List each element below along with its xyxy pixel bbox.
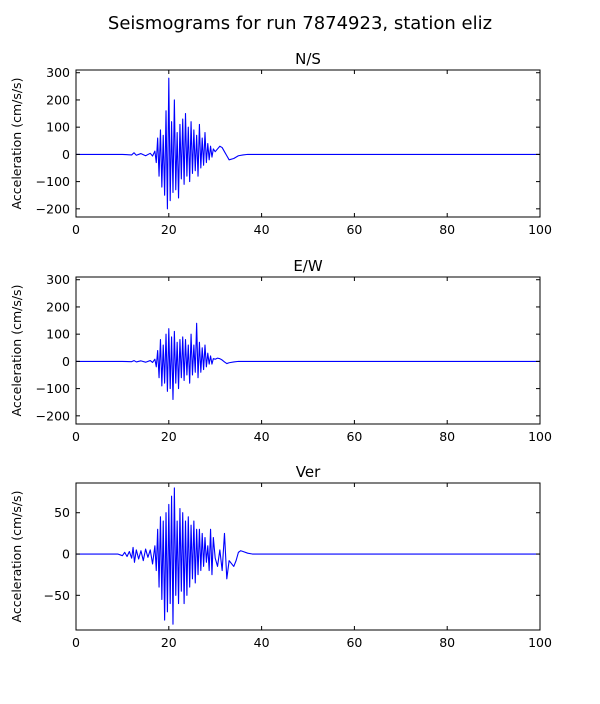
y-tick-label: 300: [46, 65, 70, 80]
x-tick-label: 60: [346, 635, 362, 650]
x-tick-label: 80: [439, 635, 455, 650]
subplot-title: N/S: [295, 50, 321, 68]
series-line: [76, 487, 540, 625]
x-tick-label: 80: [439, 222, 455, 237]
series-line: [76, 77, 540, 210]
series-line: [76, 322, 540, 401]
x-tick-label: 60: [346, 222, 362, 237]
x-tick-label: 100: [528, 429, 552, 444]
subplot-1: N/S Acceleration (cm/s/s) 0 20 40 60 80 100 −200…: [9, 50, 552, 237]
subplot-2: E/W Acceleration (cm/s/s) 0 20 40 60 80 100 −200…: [9, 257, 552, 444]
y-tick-label: 300: [46, 272, 70, 287]
y-tick-label: 200: [46, 92, 70, 107]
figure-title: Seismograms for run 7874923, station eli…: [108, 13, 492, 34]
y-tick-label: −100: [36, 381, 70, 396]
axes-frame: [75, 69, 541, 218]
y-tick-label: 0: [62, 547, 70, 562]
y-tick-label: 200: [46, 299, 70, 314]
axes-frame: [75, 276, 541, 425]
x-tick-label: 100: [528, 635, 552, 650]
subplot-title: E/W: [293, 257, 323, 275]
x-tick-label: 20: [161, 429, 177, 444]
y-tick-label: 100: [46, 120, 70, 135]
subplot-3: Ver Acceleration (cm/s/s) 0 20 40 60 80 100 −50 0…: [9, 463, 552, 650]
x-tick-label: 100: [528, 222, 552, 237]
y-axis-label: Acceleration (cm/s/s): [9, 78, 24, 210]
x-tick-label: 0: [72, 635, 80, 650]
x-tick-label: 40: [254, 429, 270, 444]
x-tick-label: 0: [72, 222, 80, 237]
subplot-title: Ver: [296, 463, 321, 481]
y-tick-label: −100: [36, 174, 70, 189]
y-tick-label: 0: [62, 354, 70, 369]
y-tick-label: 100: [46, 327, 70, 342]
y-tick-label: −50: [44, 588, 70, 603]
y-tick-label: −200: [36, 201, 70, 216]
x-tick-label: 80: [439, 429, 455, 444]
x-tick-label: 60: [346, 429, 362, 444]
y-tick-label: 0: [62, 147, 70, 162]
y-axis-label: Acceleration (cm/s/s): [9, 491, 24, 623]
y-tick-label: −200: [36, 408, 70, 423]
x-tick-label: 20: [161, 635, 177, 650]
axes-frame: [75, 482, 541, 631]
x-tick-label: 40: [254, 635, 270, 650]
y-axis-label: Acceleration (cm/s/s): [9, 285, 24, 417]
x-tick-label: 0: [72, 429, 80, 444]
x-tick-label: 40: [254, 222, 270, 237]
charts-layer: N/S Acceleration (cm/s/s) 0 20 40 60 80 100 −200…: [9, 50, 552, 650]
y-tick-label: 50: [54, 505, 70, 520]
x-tick-label: 20: [161, 222, 177, 237]
